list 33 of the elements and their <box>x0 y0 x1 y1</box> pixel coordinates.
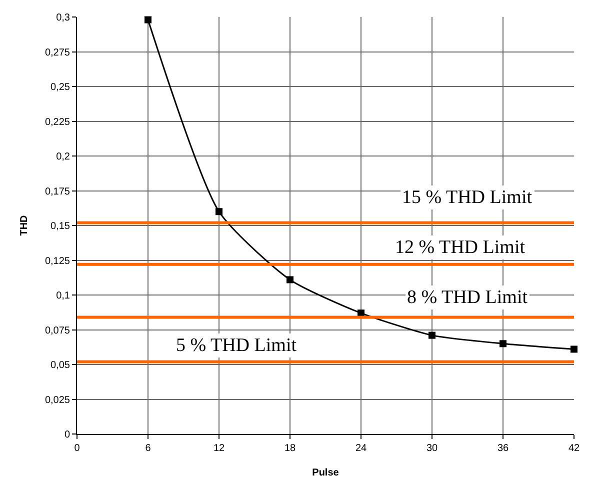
x-tick-label: 6 <box>145 443 152 454</box>
y-tick-label: 0,1 <box>56 290 70 302</box>
x-tick-label: 36 <box>497 443 509 454</box>
y-tick-label: 0,3 <box>56 12 70 24</box>
x-tick-label: 42 <box>568 443 580 454</box>
y-tick-label: 0,275 <box>44 47 70 58</box>
ref-line-label: 5 % THD Limit <box>176 335 298 356</box>
y-axis-title: THD <box>18 215 30 236</box>
x-tick-label: 0 <box>74 443 80 454</box>
x-tick-label: 30 <box>426 443 438 454</box>
y-tick-label: 0 <box>64 430 70 440</box>
ref-line-label: 8 % THD Limit <box>407 287 528 308</box>
point <box>428 332 436 339</box>
ref-line-label: 12 % THD Limit <box>395 237 526 258</box>
y-tick-label: 0,05 <box>50 360 70 371</box>
y-tick-label: 0,075 <box>44 325 70 336</box>
y-tick-label: 0,025 <box>44 394 70 406</box>
y-tick-label: 0,15 <box>50 221 70 232</box>
ref-line-label: 15 % THD Limit <box>402 187 533 208</box>
y-tick-label: 0,25 <box>50 82 70 93</box>
point <box>570 346 578 353</box>
point <box>144 16 152 24</box>
y-tick-label: 0,175 <box>44 186 70 198</box>
y-tick-label: 0,225 <box>44 116 70 128</box>
x-tick-label: 12 <box>213 443 225 454</box>
x-tick-label: 24 <box>355 443 367 454</box>
point <box>286 276 294 284</box>
y-tick-label: 0,2 <box>56 152 70 162</box>
x-axis-title: Pulse <box>312 468 340 478</box>
point <box>216 208 222 216</box>
y-tick-label: 0,125 <box>44 256 70 267</box>
point <box>500 340 506 348</box>
x-tick-label: 18 <box>284 443 296 454</box>
